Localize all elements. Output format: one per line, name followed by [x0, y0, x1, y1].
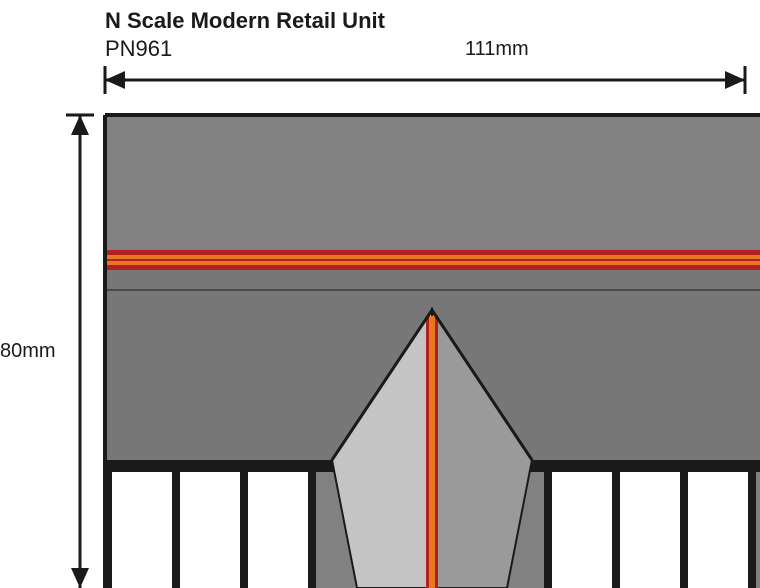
elevation-drawing	[0, 0, 760, 588]
